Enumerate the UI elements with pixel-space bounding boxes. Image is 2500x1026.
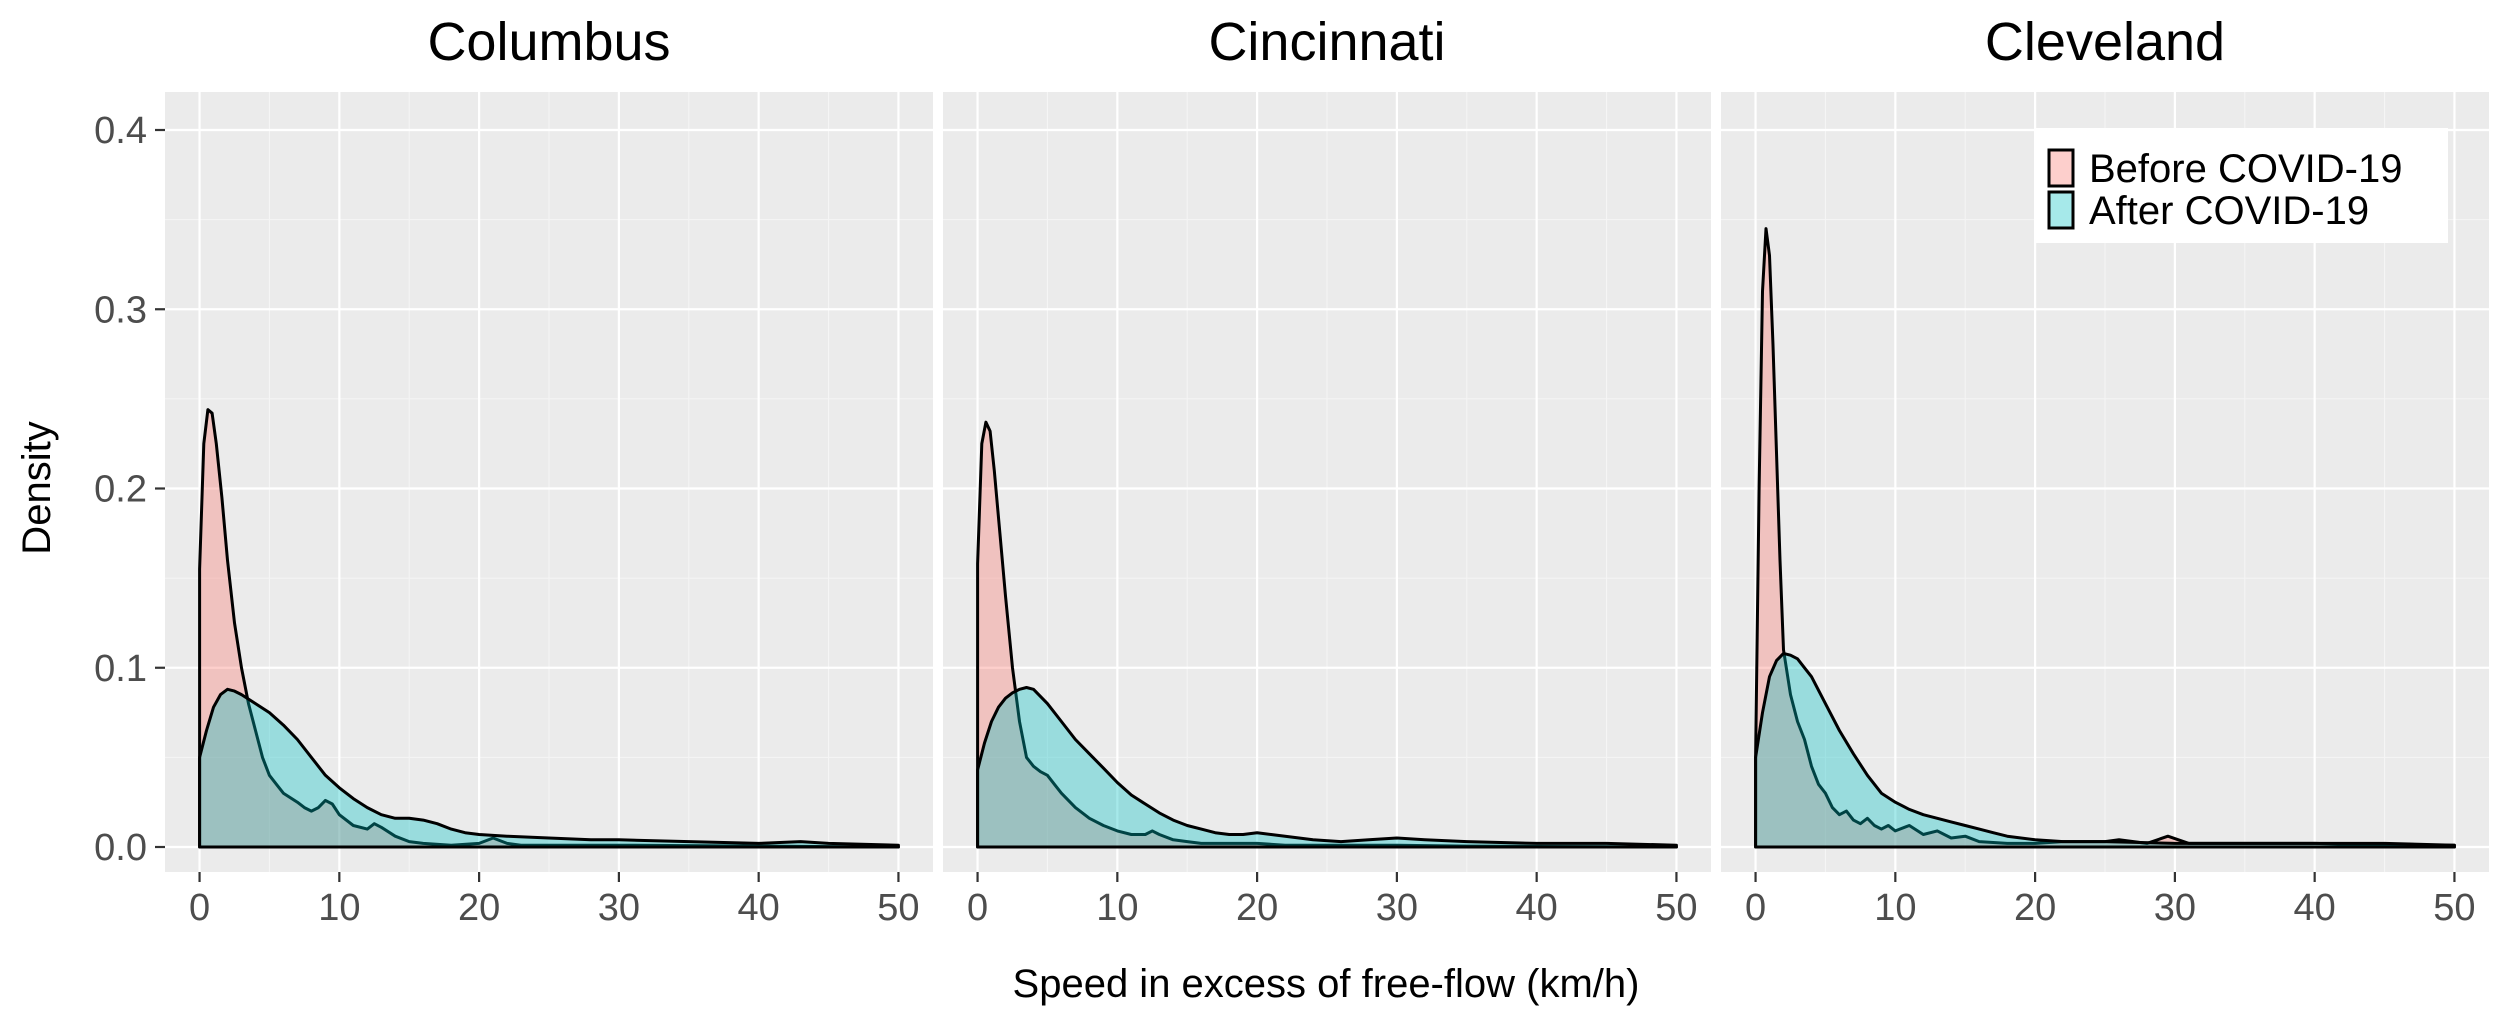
- facet-columbus: Columbus 0 10 20 30 40 50 0.0 0.1 0.2 0.3 0.4: [94, 12, 933, 929]
- x-axis-title: Speed in excess of free-flow (km/h): [1013, 962, 1640, 1006]
- x-tick-label: 40: [2294, 887, 2336, 929]
- x-tick-label: 30: [1376, 887, 1418, 929]
- x-tick-label: 50: [877, 887, 919, 929]
- x-tick-label: 50: [1655, 887, 1697, 929]
- x-tick-label: 10: [1096, 887, 1138, 929]
- x-tick-label: 30: [2154, 887, 2196, 929]
- x-tick-label: 40: [738, 887, 780, 929]
- legend-label-after: After COVID-19: [2089, 189, 2369, 233]
- x-tick-label: 10: [318, 887, 360, 929]
- density-area-after: [198, 687, 900, 849]
- x-tick-label: 0: [189, 887, 210, 929]
- density-area-after: [976, 686, 1678, 849]
- facet-title: Cincinnati: [1208, 12, 1445, 72]
- facet-cincinnati: Cincinnati 0 10 20 30 40 50: [943, 12, 1711, 929]
- x-tick-label: 10: [1874, 887, 1916, 929]
- x-tick-label: 0: [1745, 887, 1766, 929]
- x-tick-label: 30: [598, 887, 640, 929]
- density-area-before: [198, 408, 900, 849]
- x-tick-label: 20: [1236, 887, 1278, 929]
- x-tick-label: 20: [2014, 887, 2056, 929]
- density-area-after: [1754, 651, 2456, 849]
- facet-title: Cleveland: [1985, 12, 2225, 72]
- density-area-before: [1754, 227, 2456, 849]
- y-tick-label: 0.2: [94, 469, 147, 511]
- y-tick-label: 0.3: [94, 289, 147, 331]
- legend-key-before: [2047, 148, 2075, 188]
- legend-background: [2035, 128, 2448, 243]
- x-tick-label: 50: [2433, 887, 2475, 929]
- legend-key-after: [2047, 190, 2075, 230]
- y-tick-label: 0.0: [94, 827, 147, 869]
- x-tick-label: 40: [1516, 887, 1558, 929]
- x-tick-label: 20: [458, 887, 500, 929]
- facet-panels: Columbus 0 10 20 30 40 50 0.0 0.1 0.2 0.3 0.4 Cincin…: [94, 12, 2489, 929]
- x-tick-label: 0: [967, 887, 988, 929]
- facet-title: Columbus: [427, 12, 670, 72]
- y-axis-title: Density: [15, 421, 59, 554]
- y-tick-label: 0.1: [94, 648, 147, 690]
- y-tick-label: 0.4: [94, 110, 147, 152]
- legend-label-before: Before COVID-19: [2089, 147, 2402, 191]
- density-area-before: [976, 420, 1678, 849]
